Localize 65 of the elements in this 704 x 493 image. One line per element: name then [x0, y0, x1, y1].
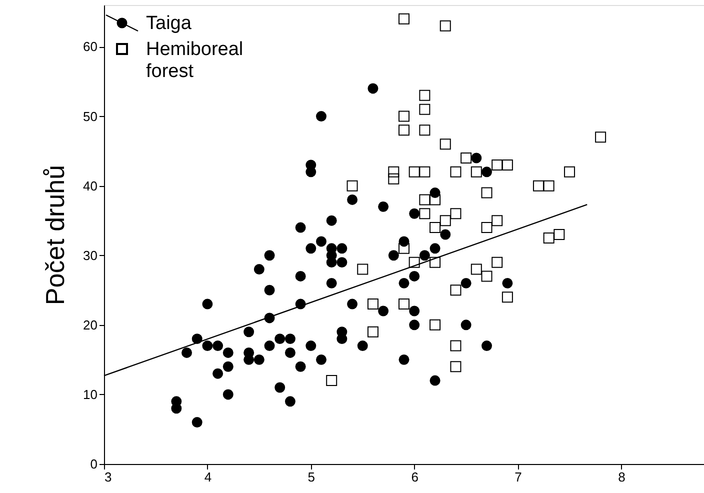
point	[419, 90, 430, 101]
x-tick-label: 7	[514, 470, 522, 484]
point	[532, 180, 544, 192]
point	[326, 375, 338, 386]
point	[543, 180, 554, 192]
y-tick-label: 10	[83, 386, 98, 402]
point	[408, 166, 420, 178]
point	[554, 229, 565, 240]
point	[357, 264, 368, 275]
x-tick-label: 4	[204, 470, 212, 484]
point	[398, 110, 410, 122]
y-tick-label: 50	[83, 108, 98, 124]
point	[367, 326, 378, 338]
point	[430, 256, 441, 268]
y-tick-label: 0	[90, 456, 98, 472]
y-tick-label: 20	[83, 317, 98, 332]
point	[398, 13, 410, 24]
point	[419, 104, 430, 115]
point	[502, 159, 513, 170]
point	[595, 132, 606, 143]
point	[440, 20, 451, 32]
point	[543, 232, 554, 244]
point	[460, 152, 472, 164]
point	[398, 298, 410, 310]
point	[450, 208, 462, 220]
point	[470, 264, 482, 275]
point	[492, 215, 503, 226]
x-tick-label: 6	[411, 470, 418, 484]
point	[430, 194, 441, 206]
point	[450, 340, 462, 352]
point	[481, 222, 492, 234]
y-tick-label: 30	[83, 248, 98, 263]
point	[430, 319, 441, 330]
point	[564, 166, 576, 178]
point	[367, 298, 378, 310]
legend-label: Hemiboreal forest	[146, 39, 244, 82]
point	[419, 166, 430, 178]
x-tick-label: 3	[104, 470, 112, 484]
point	[440, 138, 451, 150]
point	[388, 173, 400, 184]
point	[398, 242, 410, 254]
point	[502, 292, 513, 303]
point	[388, 166, 400, 178]
point	[398, 124, 410, 136]
point	[492, 256, 503, 268]
point	[492, 159, 503, 170]
y-tick-label: 60	[83, 39, 98, 54]
point	[450, 166, 462, 178]
y-tick-label: 40	[83, 178, 98, 194]
x-tick-label: 5	[308, 470, 316, 484]
point	[470, 166, 482, 178]
legend-label: Taiga	[146, 13, 192, 34]
point	[408, 256, 420, 268]
point	[346, 180, 358, 192]
point	[419, 124, 430, 136]
y-axis-title: Počet druhů	[40, 164, 70, 306]
point	[481, 270, 492, 282]
point	[430, 222, 441, 234]
x-tick-label: 8	[618, 470, 626, 484]
point	[481, 187, 492, 198]
point	[419, 208, 430, 220]
point	[440, 215, 451, 226]
point	[419, 194, 430, 206]
point	[450, 361, 462, 372]
point	[450, 284, 462, 296]
